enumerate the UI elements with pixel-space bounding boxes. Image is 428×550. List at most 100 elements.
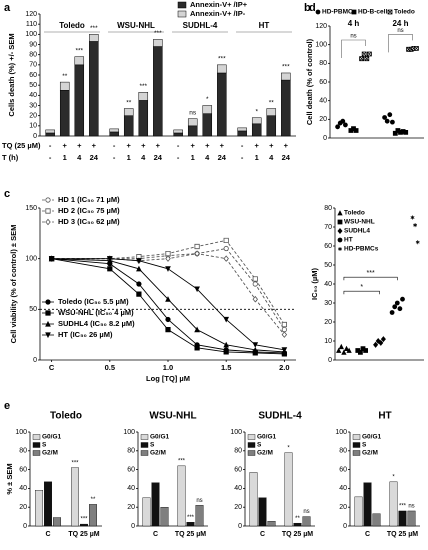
legend-label: HD 3 (IC₅₀ 62 µM) <box>58 217 120 226</box>
t-value: 4 <box>269 153 274 162</box>
bar-segment <box>138 100 149 137</box>
y-axis-label: Cell death (% of control) <box>305 38 314 125</box>
y-tick-label: 100 <box>335 429 347 436</box>
x-tick-label: 1.5 <box>221 363 231 372</box>
significance: * <box>255 108 258 115</box>
significance: *** <box>282 64 290 71</box>
legend-label: HD-B-cells <box>358 9 391 16</box>
bar <box>267 521 276 527</box>
y-tick-label: 90 <box>29 41 37 48</box>
bar <box>177 465 186 527</box>
point <box>359 56 364 62</box>
bar-segment <box>202 113 213 137</box>
point <box>353 128 359 133</box>
y-tick-label: 0 <box>238 523 242 530</box>
significance: * <box>206 96 209 103</box>
category-label: 4 h <box>348 19 360 28</box>
tq-value: + <box>77 141 82 150</box>
point <box>136 281 142 287</box>
panel-label: d <box>309 2 316 14</box>
bar <box>70 467 79 527</box>
significance: *** <box>154 30 162 37</box>
point <box>363 348 368 353</box>
bar <box>302 516 311 527</box>
y-tick-label: 10 <box>324 338 332 345</box>
point <box>48 256 55 262</box>
bar-segment <box>89 41 99 137</box>
y-tick-label: 10 <box>29 123 37 130</box>
y-axis-label: IC₅₀ (µM) <box>310 268 319 300</box>
y-tick-label: 70 <box>324 224 332 231</box>
bar-segment <box>59 90 70 137</box>
x-tick-label: C <box>365 531 370 538</box>
legend-marker <box>45 218 51 226</box>
point <box>223 316 230 323</box>
tq-value: + <box>255 141 260 150</box>
bracket <box>343 276 398 281</box>
legend-label: G2/M <box>42 450 58 457</box>
category-label: 24 h <box>392 19 408 28</box>
bar <box>160 507 169 527</box>
legend-marker <box>315 9 321 15</box>
point <box>281 331 288 338</box>
bar-segment <box>153 39 163 47</box>
legend-label: G0/G1 <box>150 434 170 441</box>
bar-segment <box>59 81 70 91</box>
point <box>281 347 288 353</box>
point <box>392 304 398 310</box>
point <box>375 337 381 345</box>
legend-label: HD 2 (IC₅₀ 75 µM) <box>58 206 120 215</box>
y-tick-label: 120 <box>25 11 37 18</box>
y-tick-label: 80 <box>19 448 27 455</box>
bar <box>249 472 258 527</box>
x-tick-label: C <box>45 531 50 538</box>
legend-marker <box>45 332 51 339</box>
y-tick-label: 100 <box>123 429 135 436</box>
y-tick-label: 60 <box>319 79 327 86</box>
bar <box>88 504 97 527</box>
bar-segment <box>109 131 119 137</box>
t-value: 1 <box>63 153 67 162</box>
y-tick-label: 40 <box>127 485 135 492</box>
series-line <box>51 258 285 353</box>
point <box>281 321 287 328</box>
legend-label: Annexin-V+ /IP- <box>190 9 246 18</box>
point <box>415 240 420 245</box>
bracket <box>388 34 413 53</box>
y-tick-label: 0 <box>33 357 37 364</box>
bar-segment <box>153 46 163 137</box>
y-tick-label: 60 <box>339 466 347 473</box>
t-value: 1 <box>127 153 131 162</box>
significance: ns <box>408 504 414 510</box>
tq-value: + <box>269 141 274 150</box>
legend-swatch <box>140 450 149 456</box>
x-tick-label: 1.0 <box>163 363 173 372</box>
point <box>252 295 258 303</box>
bar-segment <box>123 108 134 116</box>
legend-marker <box>338 247 342 251</box>
panel-label: b <box>304 2 311 14</box>
significance: ns <box>303 509 309 515</box>
legend-marker <box>337 210 343 216</box>
y-tick-label: 50 <box>324 262 332 269</box>
legend-label: HD-PBMCs <box>322 9 357 16</box>
y-tick-label: 80 <box>29 52 37 59</box>
significance: ns <box>189 109 197 116</box>
point <box>341 349 347 355</box>
t-value: 4 <box>141 153 146 162</box>
t-value: - <box>113 153 116 162</box>
y-axis-label: % ± SEM <box>5 463 14 494</box>
t-value: 1 <box>255 153 259 162</box>
point <box>378 339 384 346</box>
bar-segment <box>74 64 85 137</box>
point <box>223 341 230 348</box>
legend-marker <box>45 310 51 316</box>
legend-label: S <box>42 442 47 449</box>
y-tick-label: 40 <box>339 485 347 492</box>
bar <box>195 505 204 527</box>
legend-marker <box>337 219 343 225</box>
point <box>380 336 386 343</box>
point <box>382 115 388 120</box>
legend-marker <box>45 320 51 327</box>
y-tick-label: 110 <box>26 21 37 28</box>
